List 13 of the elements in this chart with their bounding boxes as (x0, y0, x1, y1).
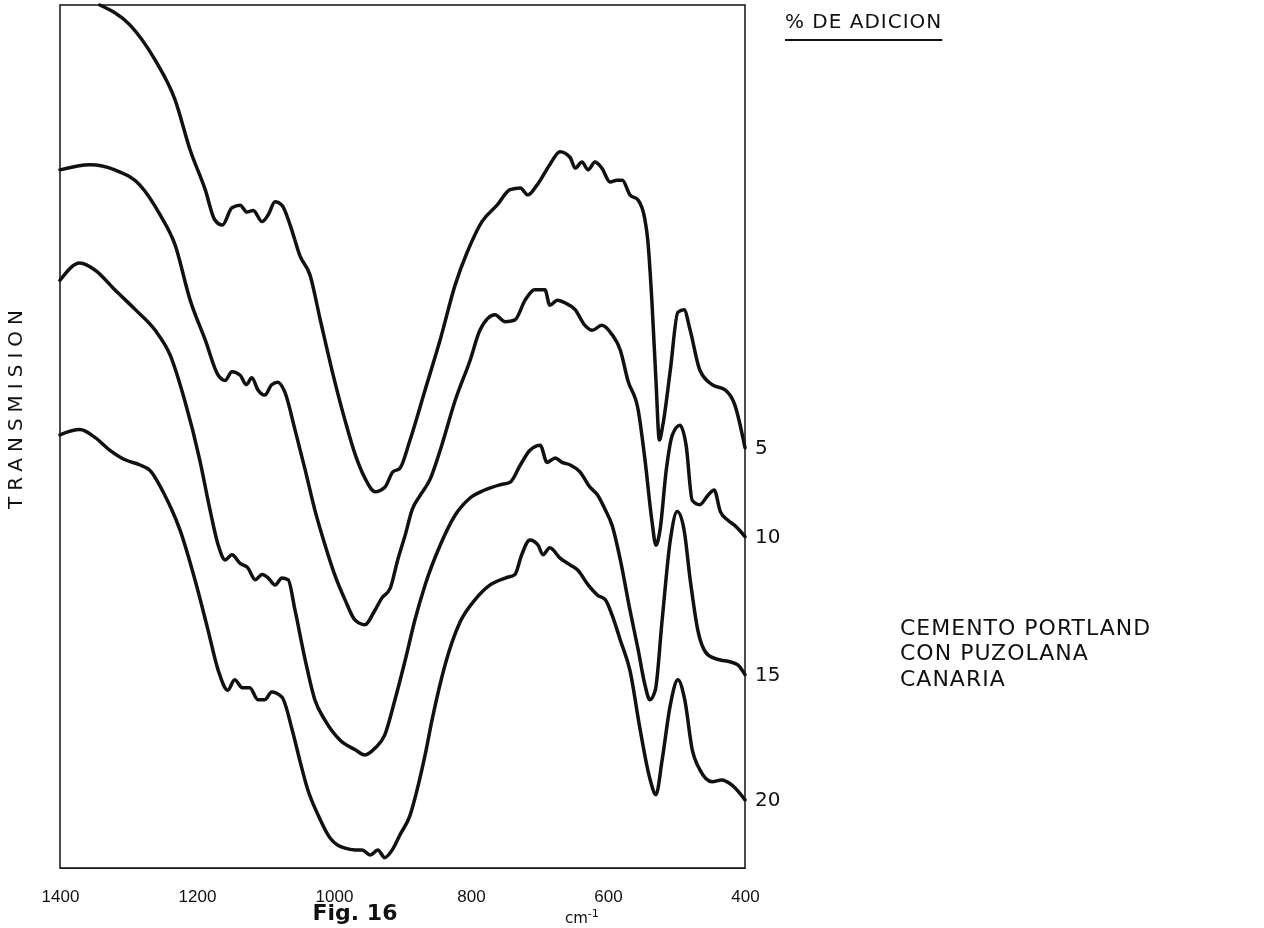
x-tick-label: 600 (594, 887, 623, 907)
series-label: 15 (755, 661, 781, 686)
x-tick-label: 1400 (41, 887, 80, 907)
series-label: 5 (755, 434, 768, 459)
series-label: 10 (755, 523, 781, 548)
x-tick-label: 1200 (178, 887, 217, 907)
x-tick-label: 400 (731, 887, 760, 907)
x-axis-title: cm$^{-1}$ (564, 906, 600, 927)
legend-title: % DE ADICION (785, 9, 943, 33)
series-label: 20 (755, 786, 781, 811)
y-axis-title: TRANSMISION (3, 303, 27, 511)
x-tick-label: 800 (457, 887, 486, 907)
text: CEMENTO PORTLAND CON PUZOLANA CANARIA (900, 615, 1152, 691)
